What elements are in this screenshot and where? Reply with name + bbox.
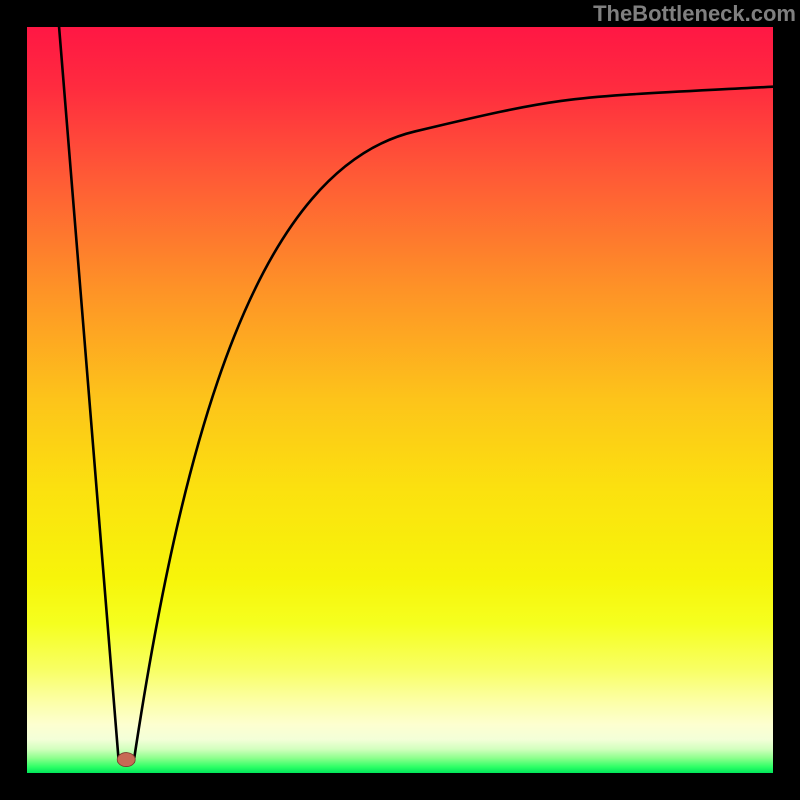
curve-overlay	[27, 27, 773, 773]
dip-marker	[117, 753, 135, 767]
watermark-text: TheBottleneck.com	[593, 1, 796, 27]
chart-container: TheBottleneck.com	[0, 0, 800, 800]
bottleneck-curve	[59, 27, 773, 764]
plot-area	[27, 27, 773, 773]
